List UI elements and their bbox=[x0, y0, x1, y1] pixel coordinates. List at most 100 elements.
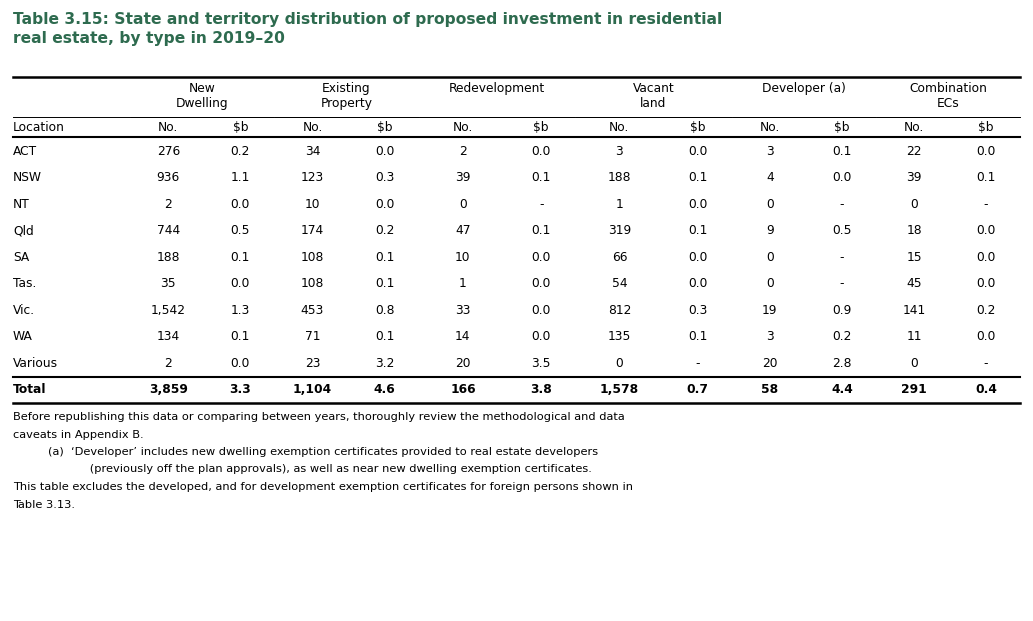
Text: 276: 276 bbox=[157, 145, 180, 158]
Text: 0.0: 0.0 bbox=[688, 277, 708, 290]
Text: 123: 123 bbox=[301, 171, 324, 184]
Text: 3,859: 3,859 bbox=[149, 383, 188, 396]
Text: 11: 11 bbox=[906, 330, 921, 343]
Text: Total: Total bbox=[13, 383, 46, 396]
Text: Redevelopment: Redevelopment bbox=[448, 82, 544, 95]
Text: 174: 174 bbox=[301, 224, 324, 237]
Text: 135: 135 bbox=[607, 330, 631, 343]
Text: 188: 188 bbox=[157, 251, 180, 264]
Text: This table excludes the developed, and for development exemption certificates fo: This table excludes the developed, and f… bbox=[13, 482, 633, 492]
Text: 0: 0 bbox=[765, 197, 774, 211]
Text: caveats in Appendix B.: caveats in Appendix B. bbox=[13, 430, 144, 440]
Text: 0: 0 bbox=[616, 356, 623, 369]
Text: Vacant
land: Vacant land bbox=[632, 82, 675, 110]
Text: 0: 0 bbox=[765, 251, 774, 264]
Text: 0.1: 0.1 bbox=[688, 224, 708, 237]
Text: 71: 71 bbox=[305, 330, 320, 343]
Text: $b: $b bbox=[533, 121, 549, 134]
Text: 0.2: 0.2 bbox=[375, 224, 395, 237]
Text: 0: 0 bbox=[910, 356, 918, 369]
Text: 1,578: 1,578 bbox=[600, 383, 639, 396]
Text: 0.2: 0.2 bbox=[833, 330, 851, 343]
Text: Location: Location bbox=[13, 121, 65, 134]
Text: 744: 744 bbox=[157, 224, 180, 237]
Text: Table 3.15: State and territory distribution of proposed investment in residenti: Table 3.15: State and territory distribu… bbox=[13, 12, 722, 46]
Text: 453: 453 bbox=[301, 304, 324, 317]
Text: 0.0: 0.0 bbox=[531, 251, 551, 264]
Text: -: - bbox=[695, 356, 700, 369]
Text: 812: 812 bbox=[607, 304, 631, 317]
Text: 3.2: 3.2 bbox=[375, 356, 395, 369]
Text: 1.3: 1.3 bbox=[230, 304, 250, 317]
Text: -: - bbox=[840, 197, 844, 211]
Text: No.: No. bbox=[759, 121, 780, 134]
Text: 319: 319 bbox=[607, 224, 631, 237]
Text: 0.1: 0.1 bbox=[531, 171, 551, 184]
Text: WA: WA bbox=[13, 330, 33, 343]
Text: 0.0: 0.0 bbox=[531, 330, 551, 343]
Text: 58: 58 bbox=[761, 383, 778, 396]
Text: -: - bbox=[539, 197, 543, 211]
Text: 3.3: 3.3 bbox=[229, 383, 251, 396]
Text: 23: 23 bbox=[305, 356, 320, 369]
Text: 2.8: 2.8 bbox=[833, 356, 851, 369]
Text: 0.0: 0.0 bbox=[976, 224, 996, 237]
Text: 936: 936 bbox=[157, 171, 180, 184]
Text: 3.5: 3.5 bbox=[531, 356, 551, 369]
Text: $b: $b bbox=[978, 121, 994, 134]
Text: 0.1: 0.1 bbox=[230, 330, 250, 343]
Text: Tas.: Tas. bbox=[13, 277, 36, 290]
Text: 0.2: 0.2 bbox=[976, 304, 996, 317]
Text: Vic.: Vic. bbox=[13, 304, 35, 317]
Text: 0.4: 0.4 bbox=[975, 383, 997, 396]
Text: 34: 34 bbox=[305, 145, 320, 158]
Text: No.: No. bbox=[609, 121, 629, 134]
Text: 22: 22 bbox=[906, 145, 921, 158]
Text: Qld: Qld bbox=[13, 224, 34, 237]
Text: 1: 1 bbox=[459, 277, 467, 290]
Text: 0.1: 0.1 bbox=[531, 224, 551, 237]
Text: 66: 66 bbox=[612, 251, 627, 264]
Text: 0.1: 0.1 bbox=[833, 145, 851, 158]
Text: 0.0: 0.0 bbox=[531, 304, 551, 317]
Text: 20: 20 bbox=[762, 356, 778, 369]
Text: 108: 108 bbox=[301, 251, 324, 264]
Text: 108: 108 bbox=[301, 277, 324, 290]
Text: No.: No. bbox=[452, 121, 473, 134]
Text: 0.1: 0.1 bbox=[375, 251, 395, 264]
Text: $b: $b bbox=[377, 121, 393, 134]
Text: 0: 0 bbox=[765, 277, 774, 290]
Text: 0.9: 0.9 bbox=[833, 304, 851, 317]
Text: 39: 39 bbox=[456, 171, 471, 184]
Text: 0.3: 0.3 bbox=[375, 171, 395, 184]
Text: 0.0: 0.0 bbox=[976, 251, 996, 264]
Text: 4: 4 bbox=[765, 171, 774, 184]
Text: 0.0: 0.0 bbox=[688, 197, 708, 211]
Text: (a)  ‘Developer’ includes new dwelling exemption certificates provided to real e: (a) ‘Developer’ includes new dwelling ex… bbox=[48, 447, 598, 457]
Text: 1.1: 1.1 bbox=[230, 171, 250, 184]
Text: 1,104: 1,104 bbox=[293, 383, 332, 396]
Text: 0.0: 0.0 bbox=[833, 171, 851, 184]
Text: 9: 9 bbox=[765, 224, 774, 237]
Text: 0.1: 0.1 bbox=[688, 330, 708, 343]
Text: Before republishing this data or comparing between years, thoroughly review the : Before republishing this data or compari… bbox=[13, 412, 625, 422]
Text: 2: 2 bbox=[164, 197, 173, 211]
Text: 0.3: 0.3 bbox=[688, 304, 708, 317]
Text: 0.0: 0.0 bbox=[976, 277, 996, 290]
Text: No.: No. bbox=[303, 121, 322, 134]
Text: -: - bbox=[983, 197, 989, 211]
Text: 4.6: 4.6 bbox=[374, 383, 396, 396]
Text: 0.1: 0.1 bbox=[375, 277, 395, 290]
Text: 0.1: 0.1 bbox=[976, 171, 996, 184]
Text: 47: 47 bbox=[456, 224, 471, 237]
Text: $b: $b bbox=[834, 121, 850, 134]
Text: 0.1: 0.1 bbox=[375, 330, 395, 343]
Text: 4.4: 4.4 bbox=[831, 383, 853, 396]
Text: 141: 141 bbox=[903, 304, 926, 317]
Text: 0.0: 0.0 bbox=[531, 277, 551, 290]
Text: 39: 39 bbox=[906, 171, 921, 184]
Text: Developer (a): Developer (a) bbox=[761, 82, 846, 95]
Text: 3: 3 bbox=[616, 145, 623, 158]
Text: NSW: NSW bbox=[13, 171, 42, 184]
Text: 0.5: 0.5 bbox=[833, 224, 851, 237]
